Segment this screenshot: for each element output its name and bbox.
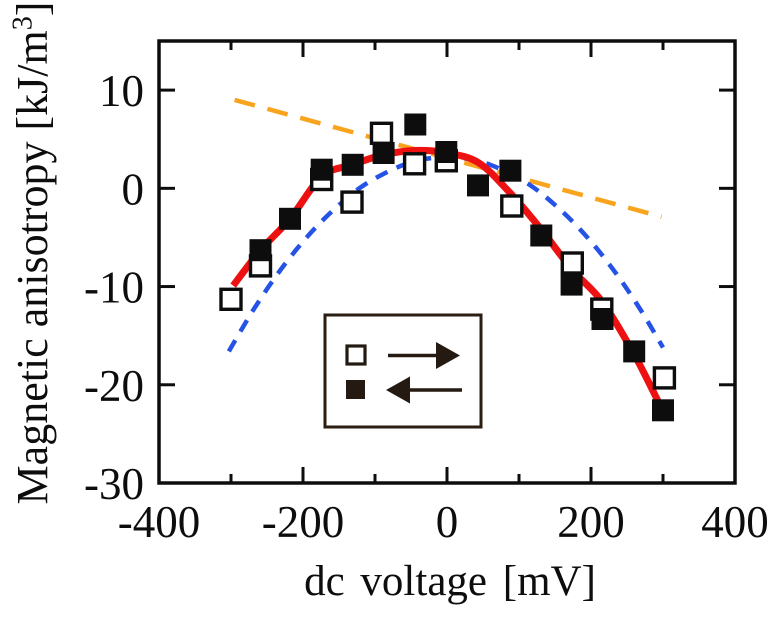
legend-item-open-square [345,342,460,369]
data-point-filled-square [310,158,333,181]
data-point-filled-square [623,340,646,363]
x-tick-label: 0 [436,497,459,547]
y-tick-label: 0 [122,164,145,214]
left-arrow-icon [386,376,410,404]
data-point-open-square [652,366,677,390]
y-tick-label: 10 [99,66,144,116]
data-point-filled-square [279,207,301,230]
x-tick-label: -200 [262,497,345,547]
open-square-icon [345,344,367,366]
data-point-filled-square [560,273,583,296]
data-point-filled-square [372,142,395,164]
data-point-open-square [402,152,427,176]
data-point-open-square [219,287,243,311]
legend-box [323,313,483,429]
data-point-filled-square [341,153,364,176]
data-point-open-square [560,251,584,275]
x-tick-label: 400 [701,497,768,547]
data-point-open-square [340,190,364,214]
x-axis-label: dc voltage [mV] [304,558,596,605]
y-tick-label: -10 [84,263,144,313]
data-point-filled-square [435,141,458,163]
legend-item-filled-square [346,376,462,404]
x-tick-label: 200 [557,497,625,547]
y-axis-label-bracket: ] [8,1,57,17]
data-point-open-square [369,121,394,146]
filled-square-icon [346,380,365,399]
y-axis-label-text: Magnetic anisotropy [kJ/m [8,30,57,505]
data-point-open-square [500,194,524,218]
data-point-filled-square [467,174,489,197]
data-point-filled-square [530,224,553,247]
data-point-filled-square [499,159,522,182]
x-tick-label: -400 [118,497,201,547]
data-point-filled-square [591,308,614,330]
right-arrow-icon [436,342,460,369]
data-point-filled-square [652,399,674,422]
legend [323,313,483,429]
y-tick-label: -20 [84,361,144,411]
data-point-filled-square [404,113,427,136]
y-axis-label-superscript: 3 [7,16,39,31]
data-point-filled-square [249,239,272,262]
y-axis-label: Magnetic anisotropy [kJ/m3] [7,1,57,505]
y-tick-label: -30 [84,459,144,509]
